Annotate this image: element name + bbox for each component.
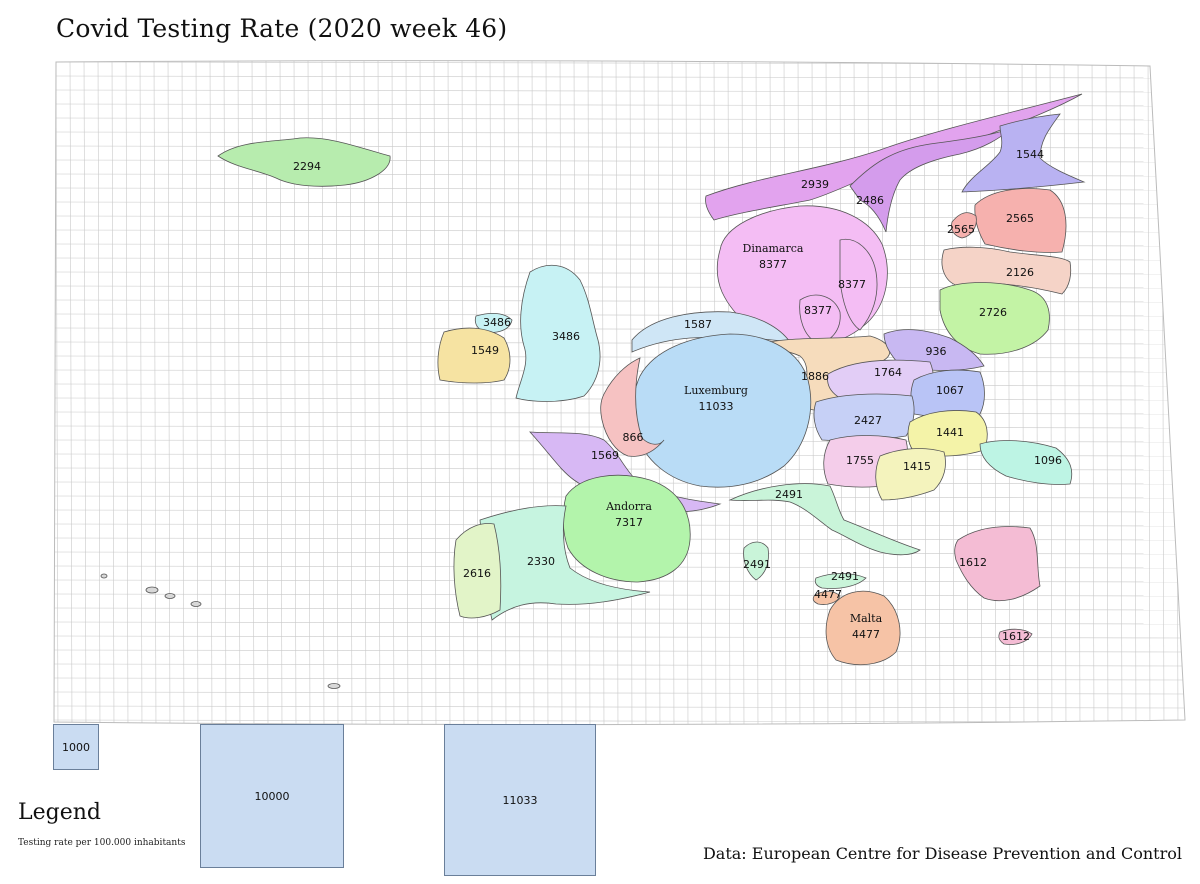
map-title: Covid Testing Rate (2020 week 46) [56, 14, 508, 43]
region-value-label: 1755 [846, 454, 874, 467]
region-value-label: 1587 [684, 318, 712, 331]
region-value-label: 4477 [814, 588, 842, 601]
region-value-label: 2565 [947, 223, 975, 236]
region-austria [813, 393, 915, 442]
region-sardinia [743, 541, 769, 581]
region-name-label: Luxemburg [684, 384, 748, 397]
region-france [529, 431, 722, 513]
data-source-credit: Data: European Centre for Disease Preven… [702, 844, 1182, 863]
legend-box-1000: 1000 [53, 724, 99, 770]
region-value-label: 2939 [801, 178, 829, 191]
region-name-label: Malta [850, 612, 883, 625]
region-value-label: 1549 [471, 344, 499, 357]
legend-box-label: 11033 [502, 793, 538, 807]
region-value-label: 7317 [615, 516, 643, 529]
region-value-label: 8377 [804, 304, 832, 317]
region-value-label: 8377 [759, 258, 787, 271]
region-value-label: 2726 [979, 306, 1007, 319]
region-value-label: 2491 [743, 558, 771, 571]
region-iceland [217, 137, 391, 187]
legend-box-11033: 11033 [444, 724, 596, 876]
region-value-label: 1764 [874, 366, 902, 379]
region-ireland [437, 327, 511, 384]
legend-title: Legend [18, 800, 101, 825]
region-estonia-island [951, 212, 977, 239]
region-italy [728, 483, 921, 556]
grid-border [53, 60, 1186, 726]
region-value-label: 1441 [936, 426, 964, 439]
region-croatia [875, 448, 946, 501]
region-value-label: 2491 [831, 570, 859, 583]
region-crete [998, 628, 1033, 645]
region-andorra [562, 474, 691, 583]
legend-caption: Testing rate per 100.000 inhabitants [18, 838, 186, 848]
region-malta-small [812, 591, 841, 605]
region-value-label: 1096 [1034, 454, 1062, 467]
region-value-label: 2330 [527, 555, 555, 568]
region-value-label: 11033 [699, 400, 734, 413]
region-sweden-south-2 [799, 294, 841, 343]
region-value-label: 4477 [852, 628, 880, 641]
region-value-label: 2616 [463, 567, 491, 580]
region-value-label: 2486 [856, 194, 884, 207]
region-value-label: 2294 [293, 160, 321, 173]
region-sweden-south [839, 238, 878, 331]
legend-box-label: 1000 [62, 740, 90, 754]
region-romania [979, 440, 1073, 485]
region-value-label: 1612 [959, 556, 987, 569]
region-value-label: 8377 [838, 278, 866, 291]
region-value-label: 1067 [936, 384, 964, 397]
region-value-label: 3486 [552, 330, 580, 343]
legend-box-label: 10000 [254, 789, 290, 803]
region-value-label: 2491 [775, 488, 803, 501]
region-value-label: 1415 [903, 460, 931, 473]
region-value-label: 2126 [1006, 266, 1034, 279]
region-value-label: 2427 [854, 414, 882, 427]
region-value-label: 936 [926, 345, 947, 358]
atlantic-islands [100, 573, 341, 689]
region-name-label: Andorra [605, 500, 652, 513]
region-portugal [453, 523, 502, 619]
region-greece [954, 526, 1041, 602]
region-value-label: 1886 [801, 370, 829, 383]
region-value-label: 1544 [1016, 148, 1044, 161]
region-estonia [974, 188, 1067, 253]
region-belgium [600, 357, 665, 457]
region-value-label: 1612 [1002, 630, 1030, 643]
region-spain [479, 505, 651, 621]
region-uk [515, 264, 601, 402]
region-value-label: 3486 [483, 316, 511, 329]
region-name-label: Dinamarca [743, 242, 804, 255]
region-finland [961, 113, 1086, 193]
region-value-label: 866 [623, 431, 644, 444]
region-malta [825, 590, 901, 665]
region-value-label: 2565 [1006, 212, 1034, 225]
region-sweden [849, 127, 1013, 233]
region-northern-ireland [474, 312, 513, 333]
region-sicily [814, 573, 867, 589]
region-value-label: 1569 [591, 449, 619, 462]
legend-box-10000: 10000 [200, 724, 344, 868]
